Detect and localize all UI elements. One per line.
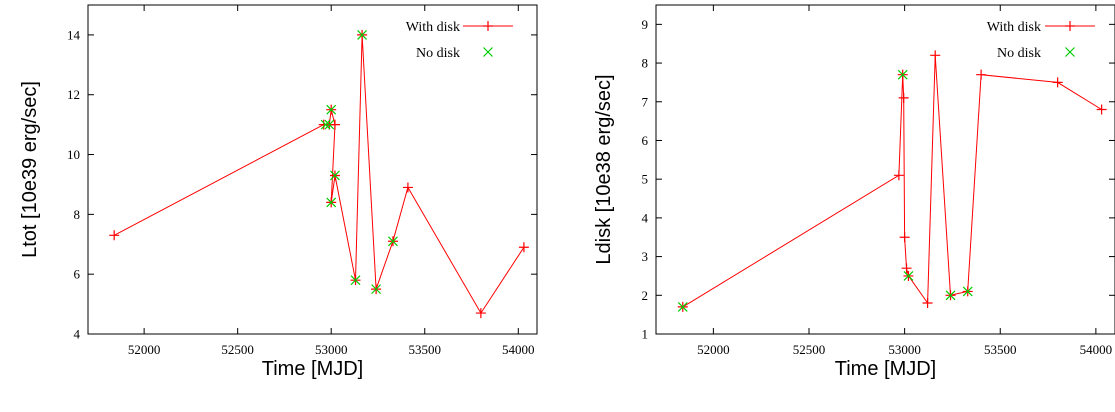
data-point	[899, 232, 910, 243]
legend-label: No disk	[416, 46, 460, 61]
plot-frame	[655, 4, 1115, 335]
y-tick-label: 10	[67, 147, 80, 162]
y-tick-label: 5	[642, 172, 649, 187]
data-point	[976, 69, 987, 80]
data-point	[402, 182, 413, 193]
x-tick-label: 54000	[502, 342, 535, 357]
data-point	[677, 301, 688, 312]
y-tick-label: 8	[642, 56, 649, 71]
y-axis-label: Ltot [10e39 erg/sec]	[19, 81, 41, 258]
data-point	[897, 69, 908, 80]
x-tick-label: 52500	[221, 342, 254, 357]
data-point	[324, 119, 335, 130]
data-point	[357, 29, 368, 40]
data-point	[320, 119, 331, 130]
series-line	[113, 34, 525, 315]
x-tick-label: 54000	[1080, 342, 1113, 357]
data-point	[388, 236, 398, 247]
chart-1: 52000 52500 53000 53500 54000 4 6 8 10 12 14 Time […	[19, 4, 538, 380]
x-tick-label: 53500	[984, 342, 1017, 357]
legend-label: With disk	[987, 20, 1041, 35]
data-point	[922, 298, 933, 309]
y-tick-label: 6	[74, 267, 81, 282]
legend-swatch-marker	[1065, 47, 1075, 57]
data-point	[1096, 104, 1107, 115]
y-tick-label: 14	[67, 27, 81, 42]
data-point	[893, 170, 904, 181]
y-tick-label: 1	[642, 327, 649, 342]
series-with-disk	[677, 50, 1107, 312]
y-tick-label: 12	[67, 87, 80, 102]
series-no-disk	[677, 69, 973, 312]
chart-2: 52000 52500 53000 53500 54000 1 2 3 4 5 6 7 8 9 Time […	[593, 4, 1115, 380]
y-tick-label: 8	[74, 207, 81, 222]
x-tick-label: 53500	[409, 342, 442, 357]
legend-label: With disk	[406, 20, 460, 35]
y-tick-label: 4	[74, 327, 81, 342]
data-point	[903, 271, 914, 281]
legend-label: No disk	[997, 46, 1041, 61]
data-point	[350, 275, 361, 286]
x-axis-label: Time [MJD]	[262, 358, 363, 380]
x-tick-label: 52000	[128, 342, 161, 357]
data-point	[518, 242, 529, 253]
data-point	[326, 197, 337, 208]
series-no-disk	[320, 29, 398, 295]
data-point	[475, 308, 486, 319]
data-point	[326, 104, 337, 115]
data-point	[901, 263, 912, 274]
y-tick-label: 9	[642, 17, 649, 32]
x-tick-label: 52000	[697, 342, 730, 357]
legend-swatch-marker	[483, 21, 493, 31]
y-tick-label: 3	[642, 249, 649, 264]
data-point	[898, 92, 909, 103]
data-point	[1052, 77, 1063, 88]
y-tick-label: 2	[642, 288, 649, 303]
x-tick-label: 52500	[793, 342, 826, 357]
data-point	[329, 119, 340, 130]
legend-swatch-marker	[1065, 21, 1075, 31]
data-point	[330, 170, 340, 181]
x-tick-label: 53000	[315, 342, 348, 357]
data-point	[109, 230, 120, 241]
y-tick-label: 6	[642, 133, 649, 148]
data-point	[371, 284, 382, 295]
x-axis-label: Time [MJD]	[835, 358, 936, 380]
data-point	[962, 286, 973, 297]
series-with-disk	[109, 29, 529, 319]
plot-frame	[87, 4, 538, 335]
series-line	[682, 55, 1102, 308]
y-tick-label: 7	[642, 94, 649, 109]
y-tick-label: 4	[642, 210, 649, 225]
data-point	[930, 50, 941, 61]
legend-swatch-marker	[483, 47, 493, 57]
x-tick-label: 53000	[888, 342, 921, 357]
y-axis-label: Ldisk [10e38 erg/sec]	[593, 74, 615, 264]
data-point	[945, 290, 956, 301]
